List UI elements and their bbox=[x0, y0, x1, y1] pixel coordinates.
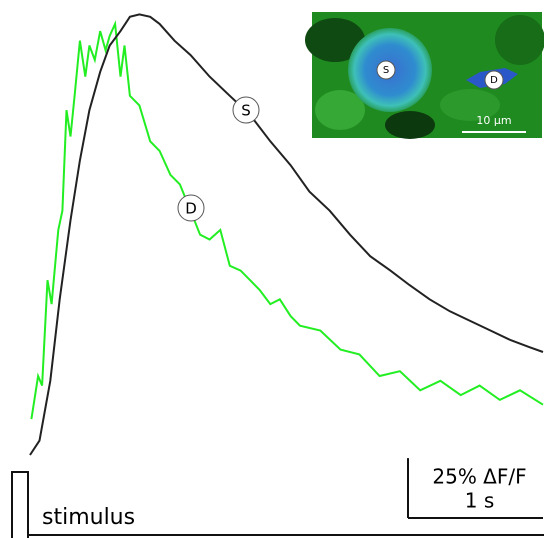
scale-bar-label: 1 s bbox=[465, 489, 495, 513]
figure: S D 10 µm stimulus S D 25% ΔF/F1 s bbox=[0, 0, 544, 538]
inset-scale-label: 10 µm bbox=[476, 114, 511, 127]
inset-image: S D 10 µm bbox=[305, 12, 544, 139]
stimulus-label: stimulus bbox=[42, 505, 135, 530]
trace-label: D bbox=[185, 200, 197, 218]
inset-label: D bbox=[490, 75, 498, 86]
scale-bar-label: 25% ΔF/F bbox=[432, 465, 526, 489]
trace-label: S bbox=[241, 102, 251, 120]
inset-label: S bbox=[383, 65, 389, 76]
